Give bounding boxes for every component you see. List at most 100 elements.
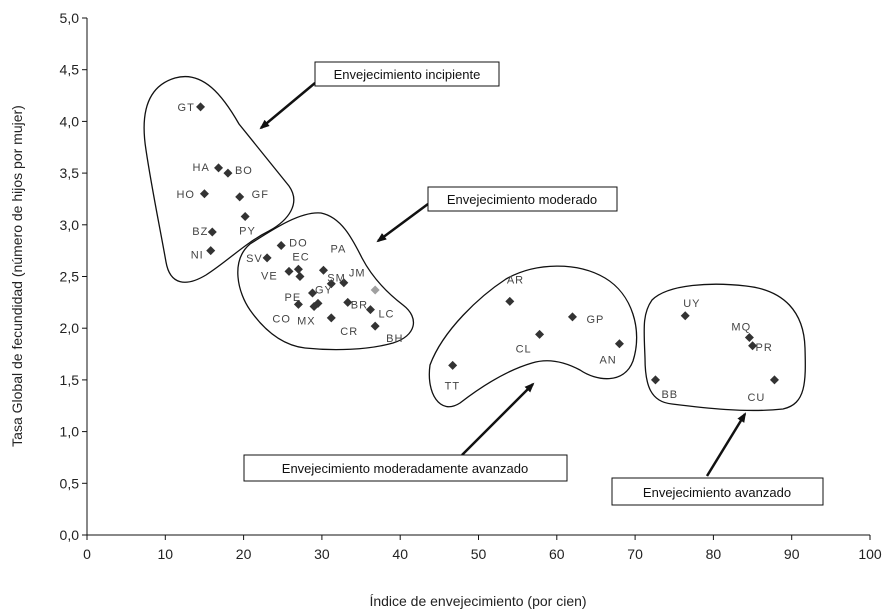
data-point-marker: [448, 360, 458, 370]
data-point-marker: [206, 246, 216, 256]
x-ticks: 0 10 20 30 40 50 60 70 80 90 100: [83, 535, 882, 562]
data-point-marker: [276, 240, 286, 250]
annotation-arrows: [259, 82, 747, 477]
data-point-marker: [293, 299, 303, 309]
data-point-label: BZ: [192, 226, 208, 238]
y-tick-label: 3,0: [60, 217, 80, 233]
y-tick-label: 0,5: [60, 475, 80, 491]
data-point-label: GP: [586, 314, 604, 326]
annotation-moderado: Envejecimiento moderado: [427, 186, 618, 212]
data-point-label: TT: [445, 380, 460, 392]
arrow-moderadamente-avanzado: [461, 382, 535, 456]
arrow-avanzado: [705, 412, 747, 477]
y-tick-label: 1,5: [60, 372, 80, 388]
cluster-outlines: [143, 75, 806, 412]
y-tick-label: 4,0: [60, 113, 80, 129]
data-point-label: MX: [297, 315, 316, 327]
data-point-label: GT: [178, 102, 195, 114]
x-tick-label: 70: [627, 546, 643, 562]
data-point-marker: [308, 288, 318, 298]
data-point-label: UY: [683, 298, 700, 310]
data-point-marker: [235, 192, 245, 202]
x-tick-label: 40: [392, 546, 408, 562]
cluster-avanzado: [643, 283, 806, 412]
data-point-marker: [535, 329, 545, 339]
data-point-marker: [343, 297, 353, 307]
data-point-label: BO: [235, 165, 253, 177]
data-point-label: PA: [330, 243, 346, 255]
data-point-marker: [650, 375, 660, 385]
cluster-moderado: [237, 212, 415, 351]
data-point-label: PE: [285, 292, 302, 304]
data-point-label: BB: [661, 389, 678, 401]
data-point-label: GY: [315, 284, 333, 296]
data-point-label: CR: [340, 326, 358, 338]
annotation-boxes: Envejecimiento incipiente Envejecimiento…: [243, 61, 824, 506]
data-point-marker: [207, 227, 217, 237]
data-point-marker: [326, 279, 336, 289]
data-point-marker: [370, 285, 380, 295]
data-point-label: AN: [599, 355, 616, 367]
y-tick-label: 4,5: [60, 62, 80, 78]
data-point-marker: [284, 266, 294, 276]
data-point-label: PR: [756, 342, 773, 354]
data-point-marker: [293, 264, 303, 274]
x-tick-label: 10: [158, 546, 174, 562]
x-tick-label: 90: [784, 546, 800, 562]
x-tick-label: 80: [706, 546, 722, 562]
svg-text:Envejecimiento moderadamente a: Envejecimiento moderadamente avanzado: [282, 461, 528, 476]
data-point-label: VE: [261, 270, 278, 282]
arrow-incipiente: [259, 82, 316, 130]
data-point-label: JM: [349, 268, 366, 280]
annotation-incipiente: Envejecimiento incipiente: [314, 61, 500, 87]
data-point-label: DO: [289, 237, 308, 249]
data-point-marker: [240, 212, 250, 222]
y-tick-label: 2,5: [60, 269, 80, 285]
data-point-marker: [326, 313, 336, 323]
data-points: [196, 102, 779, 385]
svg-text:Envejecimiento avanzado: Envejecimiento avanzado: [643, 485, 791, 500]
data-point-marker: [196, 102, 206, 112]
y-ticks: 0,0 0,5 1,0 1,5 2,0 2,5 3,0 3,5 4,0 4,5 5,0: [60, 10, 87, 543]
data-point-marker: [214, 163, 224, 173]
data-point-label: CU: [747, 392, 765, 404]
data-point-label: BH: [386, 333, 403, 345]
data-point-marker: [223, 168, 233, 178]
x-tick-label: 50: [471, 546, 487, 562]
data-point-label: NI: [191, 250, 204, 262]
x-tick-label: 60: [549, 546, 565, 562]
data-point-label: CO: [272, 313, 291, 325]
x-tick-label: 20: [236, 546, 252, 562]
arrow-moderado: [376, 202, 429, 243]
data-point-label: BR: [351, 299, 368, 311]
data-point-marker: [614, 339, 624, 349]
data-point-marker: [370, 321, 380, 331]
data-point-marker: [295, 272, 305, 281]
data-point-label: GF: [252, 189, 269, 201]
data-point-marker: [769, 375, 779, 385]
data-point-marker: [199, 189, 209, 199]
x-tick-label: 0: [83, 546, 91, 562]
data-point-label: HA: [193, 162, 210, 174]
y-tick-label: 5,0: [60, 10, 80, 26]
data-point-marker: [309, 301, 319, 311]
data-point-marker: [318, 265, 328, 275]
data-point-label: HO: [176, 189, 195, 201]
cluster-incipiente: [143, 75, 295, 283]
annotation-moderadamente-avanzado: Envejecimiento moderadamente avanzado: [243, 454, 568, 482]
data-point-marker: [567, 312, 577, 322]
data-point-label: CL: [516, 343, 532, 355]
data-point-marker: [365, 305, 375, 315]
data-point-label: SM: [327, 273, 346, 285]
data-point-marker: [744, 333, 754, 343]
x-axis-title: Índice de envejecimiento (por cien): [369, 593, 586, 609]
data-point-label: PY: [239, 226, 256, 238]
y-tick-label: 1,0: [60, 424, 80, 440]
data-point-marker: [505, 296, 515, 306]
data-point-label: EC: [292, 251, 309, 263]
data-point-marker: [680, 311, 690, 321]
data-point-labels: GT HA BO HO GF PY BZ NI DO SV EC VE PA SM JM GY PE CO MX BR…: [176, 102, 773, 404]
data-point-label: LC: [378, 309, 394, 321]
data-point-marker: [748, 341, 758, 351]
